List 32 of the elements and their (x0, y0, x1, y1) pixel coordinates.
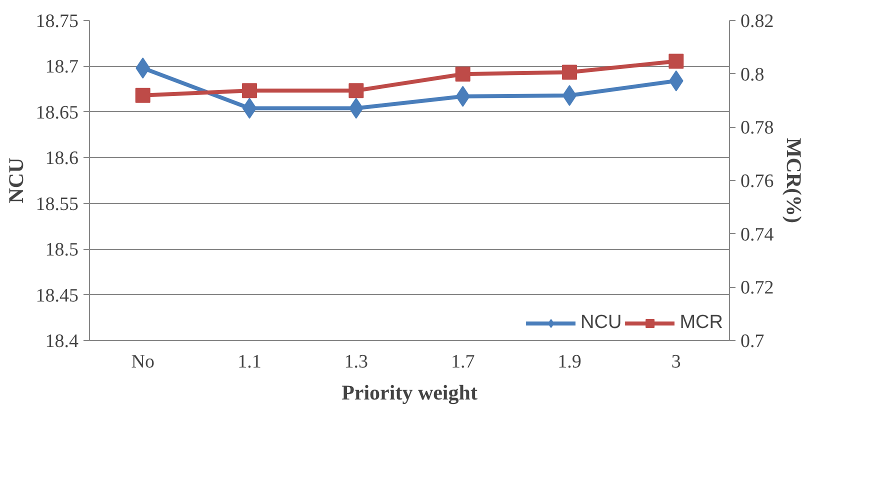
point (348, 83, 364, 98)
y-tick-label: 18.7 (45, 56, 78, 78)
x-tick-label: 3 (671, 352, 681, 372)
point (242, 83, 257, 98)
x-tick-label: 1.9 (558, 352, 582, 372)
x-tick-label: No (131, 352, 154, 372)
y-tick-label: 18.5 (45, 240, 78, 261)
legend-label: MCR (680, 312, 723, 334)
x-tick-label: 1.3 (344, 352, 368, 372)
y2-tick-label: 0.78 (740, 118, 774, 139)
y2-tick-label: 0.82 (740, 11, 774, 32)
y2-tick-label: 0.7 (740, 331, 764, 352)
y2-tick-label: 0.8 (740, 64, 764, 86)
point (668, 54, 684, 69)
y2-tick-label: 0.76 (740, 171, 774, 192)
point (135, 88, 150, 103)
y-tick-label: 18.75 (36, 11, 78, 32)
y-tick-label: 18.4 (45, 331, 79, 352)
legend-label: NCU (580, 312, 622, 334)
x-axis-title: Priority weight (342, 380, 478, 404)
y-tick-label: 18.55 (36, 194, 78, 215)
y-tick-label: 18.65 (36, 102, 78, 124)
y2-tick-label: 0.74 (740, 224, 774, 246)
point (562, 64, 577, 80)
x-tick-label: 1.1 (238, 352, 262, 372)
y2-axis-title: MCR(%) (782, 138, 806, 224)
point (455, 66, 470, 82)
x-tick-label: 1.7 (450, 352, 475, 372)
y-tick-label: 18.45 (36, 285, 78, 306)
y-tick-label: 18.6 (45, 148, 78, 170)
y-axis-title: NCU (4, 158, 28, 204)
y2-tick-label: 0.72 (740, 278, 774, 299)
